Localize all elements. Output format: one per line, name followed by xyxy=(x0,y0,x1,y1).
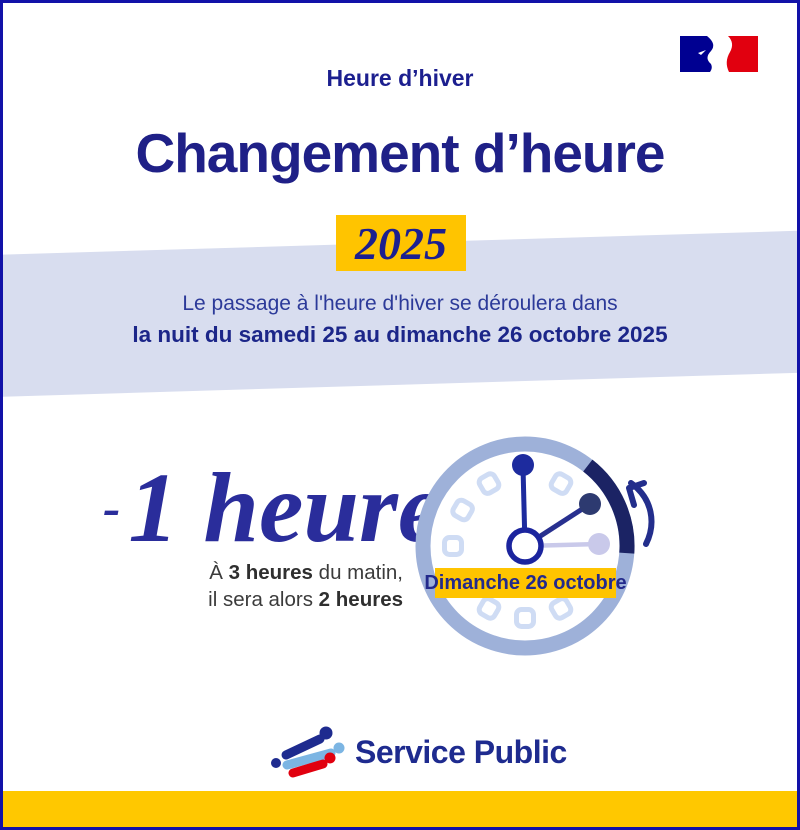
caption-line1: À 3 heures du matin, xyxy=(209,561,403,584)
one-hour-value: 1 heure xyxy=(128,452,443,563)
rewind-arrow-icon xyxy=(626,480,655,547)
footer-brand: Service Public xyxy=(265,721,567,783)
date-label-badge: Dimanche 26 octobre xyxy=(424,568,627,598)
minus-one-hour-text: -1 heure xyxy=(103,458,442,575)
banner-text: Le passage à l'heure d'hiver se dérouler… xyxy=(3,288,797,350)
kicker-heure-dhiver: Heure d’hiver xyxy=(326,65,474,91)
marianne-flag-icon xyxy=(680,36,758,72)
caption-line2: il sera alors 2 heures xyxy=(208,588,403,611)
minus-sign: - xyxy=(103,480,121,537)
marianne-profile-left xyxy=(707,36,717,72)
year-badge: 2025 xyxy=(336,215,466,271)
clock-center-pivot xyxy=(506,527,544,565)
clock-illustration xyxy=(415,436,655,656)
bottom-yellow-bar xyxy=(3,791,797,827)
banner-line1: Le passage à l'heure d'hiver se dérouler… xyxy=(182,292,618,315)
marianne-bird-detail xyxy=(698,50,706,55)
banner-line2: la nuit du samedi 25 au dimanche 26 octo… xyxy=(132,322,668,347)
page-title: Changement d’heure xyxy=(135,122,665,184)
time-change-caption: À 3 heures du matin, il sera alors 2 heu… xyxy=(103,559,403,613)
brand-name: Service Public xyxy=(355,733,567,770)
clock-arc-segment xyxy=(583,459,635,554)
marianne-profile-right xyxy=(723,36,733,72)
service-public-logo-icon xyxy=(271,726,345,778)
